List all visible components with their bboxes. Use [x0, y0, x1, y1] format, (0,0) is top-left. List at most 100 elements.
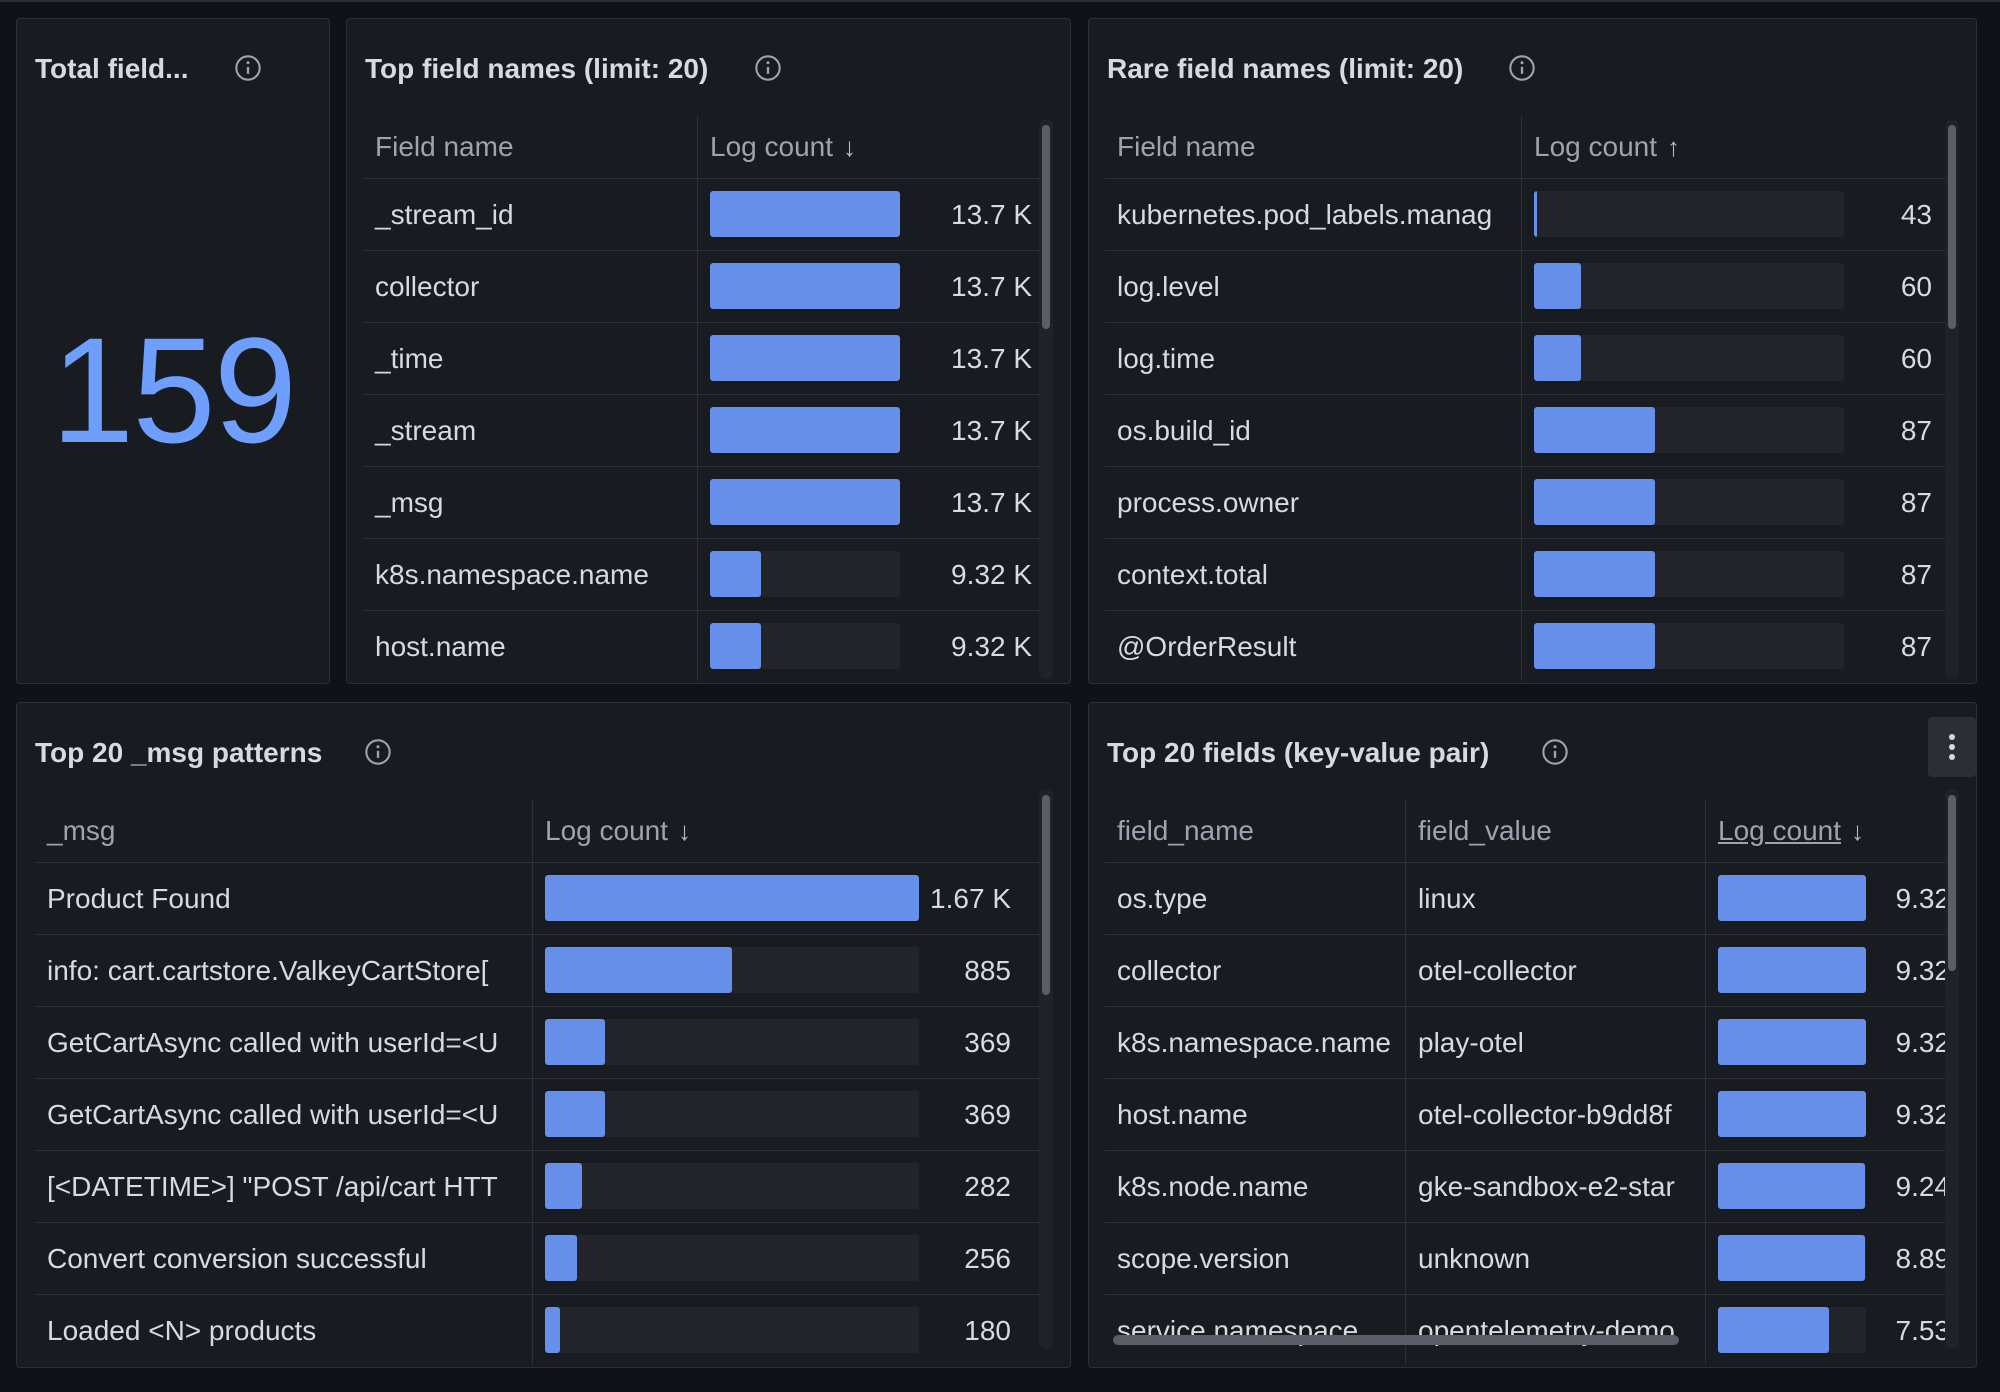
cell-field-name: GetCartAsync called with userId=<U: [47, 1027, 499, 1058]
scrollbar-thumb[interactable]: [1042, 795, 1050, 995]
table-row[interactable]: k8s.node.name gke-sandbox-e2-star 9.24: [1105, 1151, 1955, 1223]
cell-log-count: 7.53: [1705, 1295, 1955, 1365]
cell-log-count: 13.7 K: [697, 467, 1049, 538]
table-row[interactable]: context.total 87: [1105, 539, 1955, 611]
total-fields-panel: Total field... 159: [16, 18, 330, 684]
table-row[interactable]: info: cart.cartstore.ValkeyCartStore[ 885: [35, 935, 1049, 1007]
info-icon[interactable]: [234, 54, 262, 82]
table-row[interactable]: _stream_id 13.7 K: [363, 179, 1049, 251]
table-row[interactable]: _stream 13.7 K: [363, 395, 1049, 467]
column-header-log-count[interactable]: Log count ↑: [1521, 115, 1955, 179]
table-row[interactable]: log.time 60: [1105, 323, 1955, 395]
panel-menu-button[interactable]: [1928, 717, 1976, 777]
count-bar-fill: [1718, 1307, 1829, 1353]
count-bar: [1534, 479, 1844, 525]
cell-field-name: log.level: [1117, 271, 1220, 302]
count-bar: [1718, 1307, 1866, 1353]
count-bar: [1718, 1163, 1866, 1209]
count-bar: [710, 623, 900, 669]
table-row[interactable]: k8s.namespace.name play-otel 9.32: [1105, 1007, 1955, 1079]
count-bar: [1534, 263, 1844, 309]
table-row[interactable]: host.name otel-collector-b9dd8f 9.32: [1105, 1079, 1955, 1151]
table-row[interactable]: scope.version unknown 8.89: [1105, 1223, 1955, 1295]
vertical-scrollbar[interactable]: [1945, 119, 1959, 679]
kv-fields-table: field_name field_value Log count ↓ os.typ…: [1105, 799, 1955, 1365]
column-header-field-name[interactable]: Field name: [375, 131, 514, 162]
column-header-log-count[interactable]: Log count ↓: [697, 115, 1049, 179]
info-icon[interactable]: [1508, 54, 1536, 82]
count-value: 9.32 K: [951, 631, 1032, 662]
scrollbar-thumb[interactable]: [1948, 125, 1956, 329]
count-bar-fill: [545, 875, 919, 921]
table-row[interactable]: os.build_id 87: [1105, 395, 1955, 467]
cell-log-count: 13.7 K: [697, 179, 1049, 250]
column-header-log-count[interactable]: Log count ↓: [1705, 799, 1955, 863]
panel-title: Top 20 _msg patterns: [35, 737, 323, 768]
table-row[interactable]: Product Found 1.67 K: [35, 863, 1049, 935]
table-row[interactable]: [<DATETIME>] "POST /api/cart HTT 282: [35, 1151, 1049, 1223]
count-bar: [545, 947, 919, 993]
count-bar-fill: [1534, 479, 1655, 525]
column-header-msg[interactable]: _msg: [47, 815, 116, 846]
count-bar-fill: [1534, 191, 1537, 237]
count-bar-fill: [710, 551, 761, 597]
table-row[interactable]: _msg 13.7 K: [363, 467, 1049, 539]
table-row[interactable]: _time 13.7 K: [363, 323, 1049, 395]
cell-field-name: info: cart.cartstore.ValkeyCartStore[: [47, 955, 489, 986]
panel-title: Top field names (limit: 20): [365, 53, 709, 84]
cell-log-count: 87: [1521, 467, 1955, 538]
cell-log-count: 60: [1521, 251, 1955, 322]
cell-log-count: 369: [532, 1079, 1049, 1150]
cell-log-count: 9.32 K: [697, 539, 1049, 610]
cell-log-count: 9.32: [1705, 1007, 1955, 1078]
column-header-field-value[interactable]: field_value: [1405, 799, 1705, 863]
info-icon[interactable]: [1541, 738, 1569, 766]
column-header-field-name[interactable]: field_name: [1117, 815, 1254, 846]
count-value: 885: [964, 955, 1011, 986]
column-header-log-count[interactable]: Log count ↓: [532, 799, 1049, 863]
cell-field-name: kubernetes.pod_labels.manag: [1117, 199, 1493, 230]
top-divider: [0, 0, 2000, 2]
table-row[interactable]: host.name 9.32 K: [363, 611, 1049, 681]
sort-asc-icon: ↑: [1667, 132, 1680, 162]
horizontal-scrollbar-thumb[interactable]: [1113, 1335, 1679, 1345]
table-row[interactable]: os.type linux 9.32: [1105, 863, 1955, 935]
info-icon[interactable]: [754, 54, 782, 82]
cell-field-name: k8s.node.name: [1117, 1171, 1309, 1202]
table-row[interactable]: @OrderResult 87: [1105, 611, 1955, 681]
count-bar: [1534, 407, 1844, 453]
count-value: 87: [1900, 487, 1932, 518]
count-bar-fill: [710, 191, 900, 237]
count-value: 1.67 K: [930, 883, 1011, 914]
cell-field-name: collector: [1117, 955, 1222, 986]
scrollbar-thumb[interactable]: [1948, 795, 1956, 971]
count-bar: [1718, 1235, 1866, 1281]
count-bar: [545, 875, 919, 921]
table-row[interactable]: GetCartAsync called with userId=<U 369: [35, 1079, 1049, 1151]
vertical-scrollbar[interactable]: [1039, 119, 1053, 679]
vertical-scrollbar[interactable]: [1039, 789, 1053, 1349]
table-row[interactable]: process.owner 87: [1105, 467, 1955, 539]
table-row[interactable]: log.level 60: [1105, 251, 1955, 323]
count-value: 9.24: [1895, 1171, 1951, 1202]
cell-log-count: 8.89: [1705, 1223, 1955, 1294]
table-row[interactable]: Loaded <N> products 180: [35, 1295, 1049, 1365]
table-row[interactable]: GetCartAsync called with userId=<U 369: [35, 1007, 1049, 1079]
count-bar-fill: [545, 947, 732, 993]
info-icon[interactable]: [364, 738, 392, 766]
table-row[interactable]: Convert conversion successful 256: [35, 1223, 1049, 1295]
table-row[interactable]: collector 13.7 K: [363, 251, 1049, 323]
column-header-field-name[interactable]: Field name: [1117, 131, 1256, 162]
vertical-scrollbar[interactable]: [1945, 789, 1959, 1349]
stat-value: 159: [50, 306, 297, 474]
count-bar-fill: [545, 1163, 582, 1209]
table-row[interactable]: kubernetes.pod_labels.manag 43: [1105, 179, 1955, 251]
table-row[interactable]: k8s.namespace.name 9.32 K: [363, 539, 1049, 611]
table-row[interactable]: service.namespace opentelemetry-demo 7.53: [1105, 1295, 1955, 1365]
cell-field-name: [<DATETIME>] "POST /api/cart HTT: [47, 1171, 498, 1202]
count-bar: [1718, 947, 1866, 993]
count-value: 13.7 K: [951, 487, 1032, 518]
scrollbar-thumb[interactable]: [1042, 125, 1050, 329]
table-row[interactable]: collector otel-collector 9.32: [1105, 935, 1955, 1007]
count-bar-fill: [1534, 335, 1581, 381]
